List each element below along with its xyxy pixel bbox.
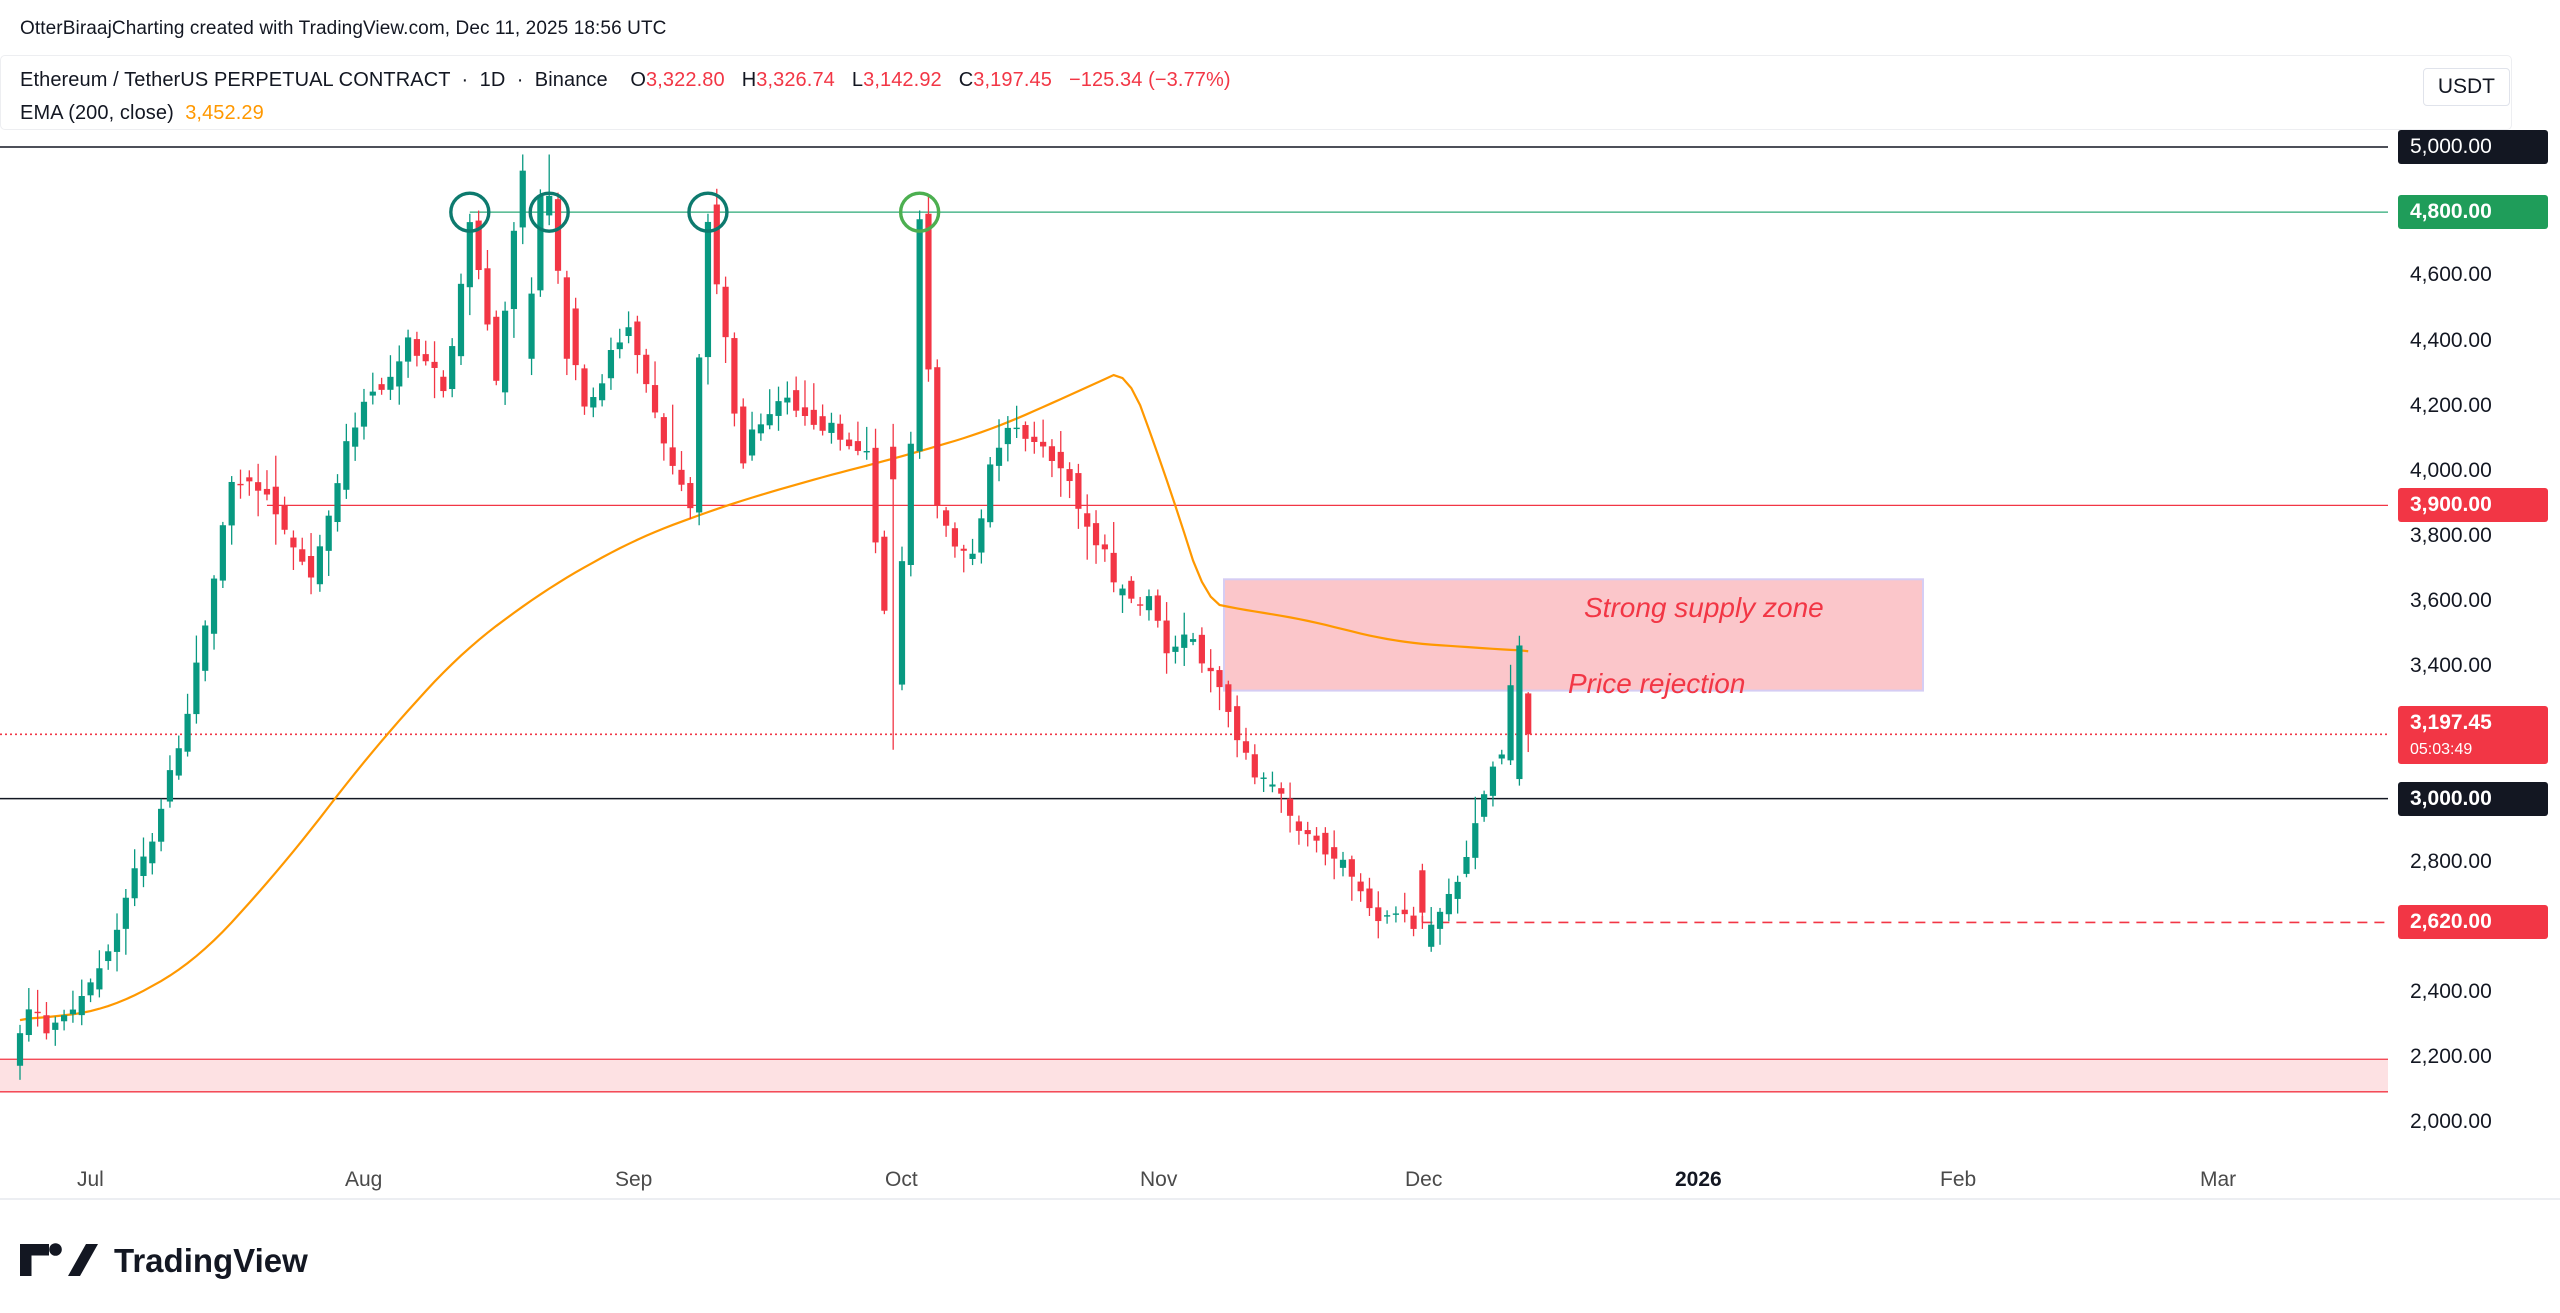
- svg-text:TradingView: TradingView: [114, 1242, 308, 1279]
